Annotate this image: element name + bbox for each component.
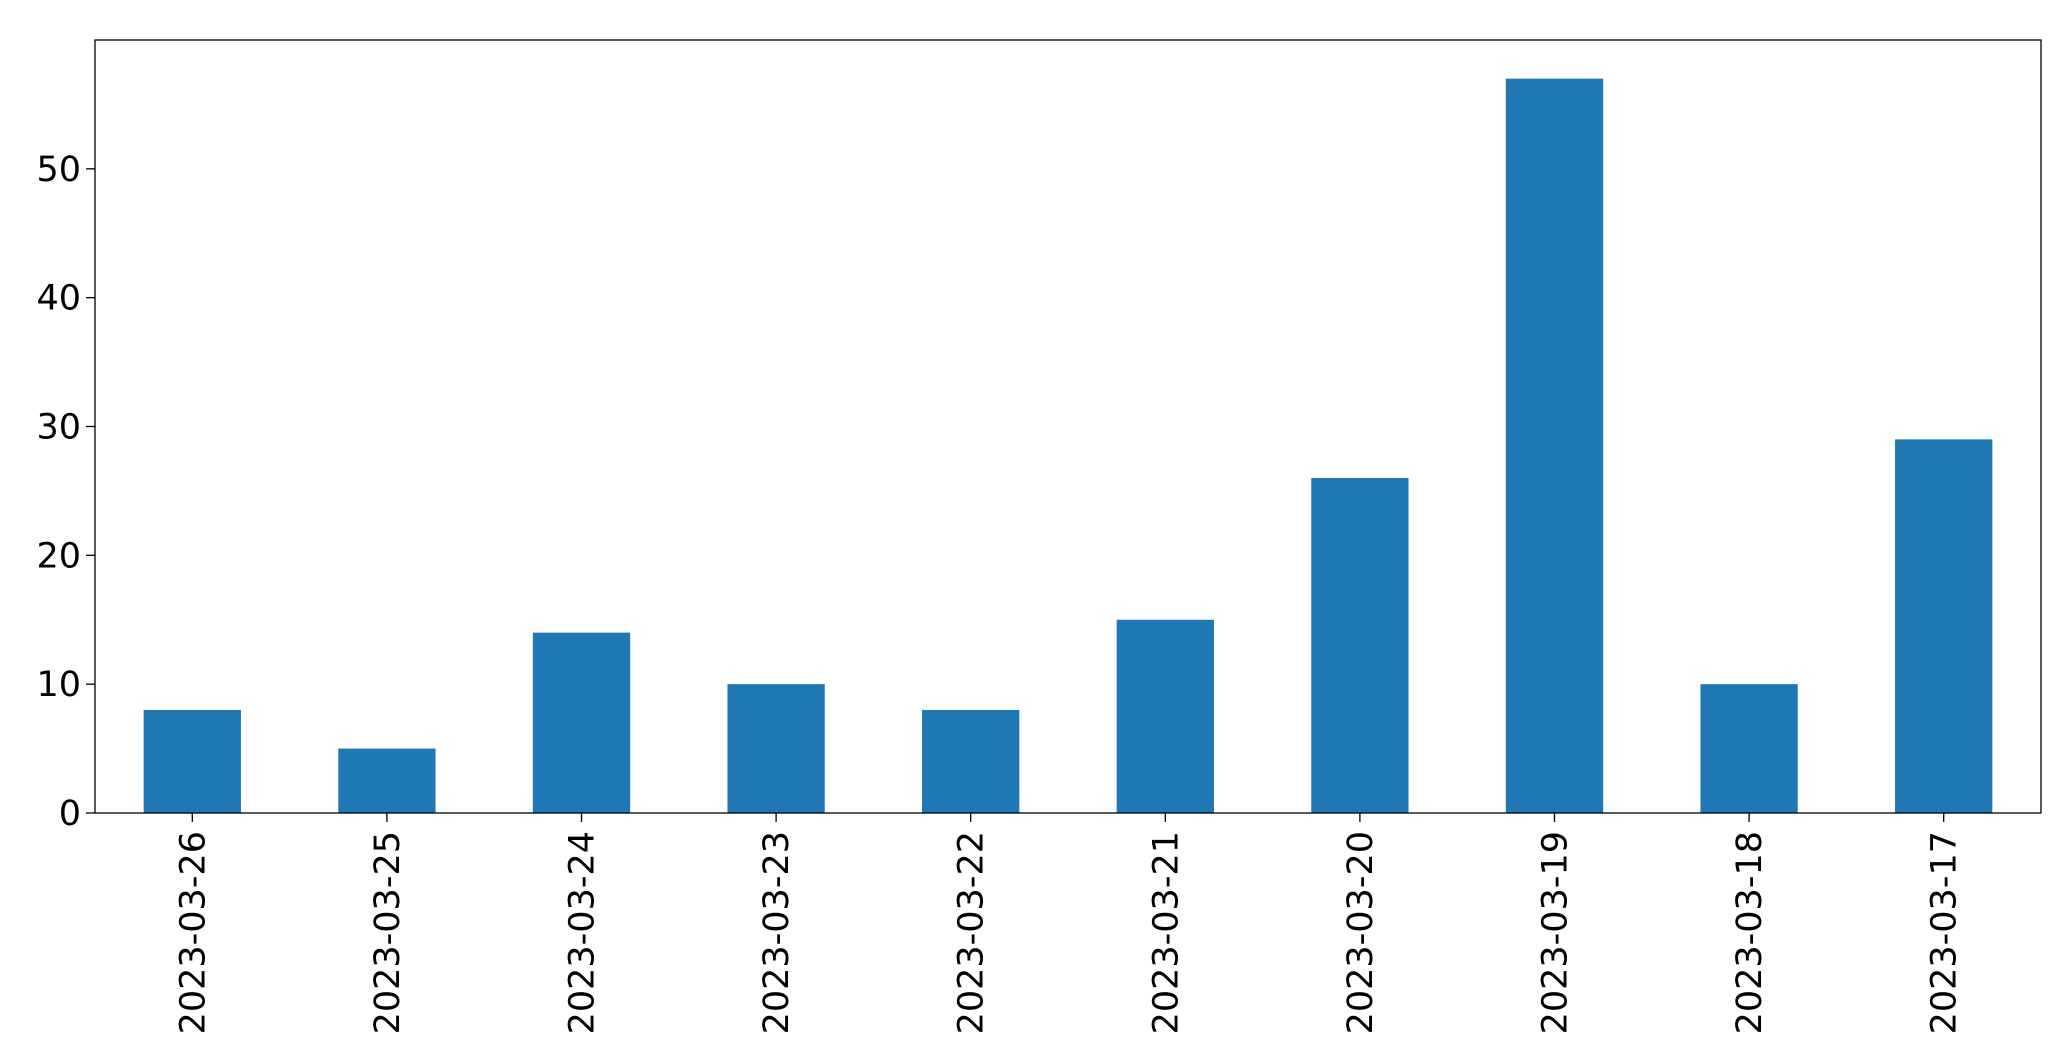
bar <box>922 709 1020 813</box>
y-axis: 0 10 20 30 40 50 <box>36 150 95 834</box>
y-tick-label: 30 <box>36 408 81 448</box>
bar <box>1311 478 1409 813</box>
bars <box>143 78 1993 813</box>
x-tick-label: 2023-03-24 <box>563 831 603 1034</box>
bar <box>143 709 241 813</box>
bar <box>532 632 631 813</box>
x-tick-label: 2023-03-26 <box>173 831 213 1034</box>
bar <box>1895 439 1993 813</box>
x-axis: 2023-03-26 2023-03-25 2023-03-24 2023-03-23… <box>173 813 1965 1034</box>
y-tick-label: 0 <box>59 794 81 834</box>
x-tick-label: 2023-03-19 <box>1536 831 1576 1034</box>
y-tick-label: 40 <box>36 279 81 319</box>
plot-frame <box>94 39 2042 814</box>
bar <box>727 684 825 813</box>
x-tick-label: 2023-03-18 <box>1730 831 1770 1034</box>
x-tick-label: 2023-03-25 <box>368 831 408 1034</box>
y-tick-label: 10 <box>36 665 81 705</box>
bar <box>1505 78 1604 813</box>
bar <box>1700 684 1798 813</box>
x-tick-label: 2023-03-22 <box>952 831 992 1034</box>
x-tick-label: 2023-03-17 <box>1925 831 1965 1034</box>
bar <box>1116 619 1214 813</box>
x-tick-label: 2023-03-23 <box>757 831 797 1034</box>
y-tick-label: 50 <box>36 150 81 190</box>
x-tick-label: 2023-03-20 <box>1341 831 1381 1034</box>
x-tick-label: 2023-03-21 <box>1146 831 1186 1034</box>
y-tick-label: 20 <box>36 536 81 576</box>
bar <box>338 748 436 813</box>
